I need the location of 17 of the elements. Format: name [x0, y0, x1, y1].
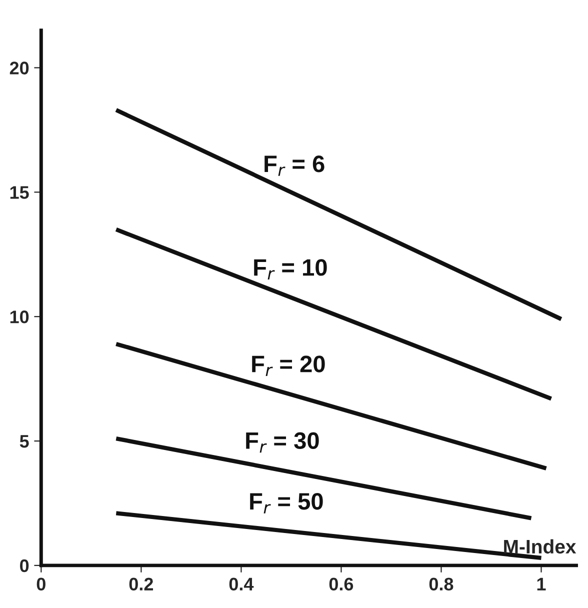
x-tick-label: 0	[36, 578, 46, 591]
series-label: F$_{r}$ = 10	[254, 259, 327, 280]
series-label: F$_{r}$ = 30	[246, 432, 319, 453]
series-label: F$_{r}$ = 20	[252, 356, 325, 376]
y-tick-label: 20	[10, 62, 29, 74]
x-tick-label: 0.6	[329, 578, 354, 591]
x-tick-label: 0.4	[229, 578, 254, 591]
series-label: F$_{r}$ = 50	[250, 493, 323, 514]
y-tick-label: 15	[10, 186, 29, 199]
y-tick-label: 10	[10, 310, 29, 324]
y-tick-label: 0	[20, 559, 29, 572]
series-label: F$_{r}$ = 6	[264, 156, 324, 176]
y-tick-label: 5	[20, 435, 29, 448]
x-axis-title: M-Index	[504, 539, 576, 554]
x-tick-label: 0.2	[129, 578, 154, 591]
x-tick-label: 1	[537, 578, 546, 590]
x-tick-label: 0.8	[429, 578, 454, 591]
